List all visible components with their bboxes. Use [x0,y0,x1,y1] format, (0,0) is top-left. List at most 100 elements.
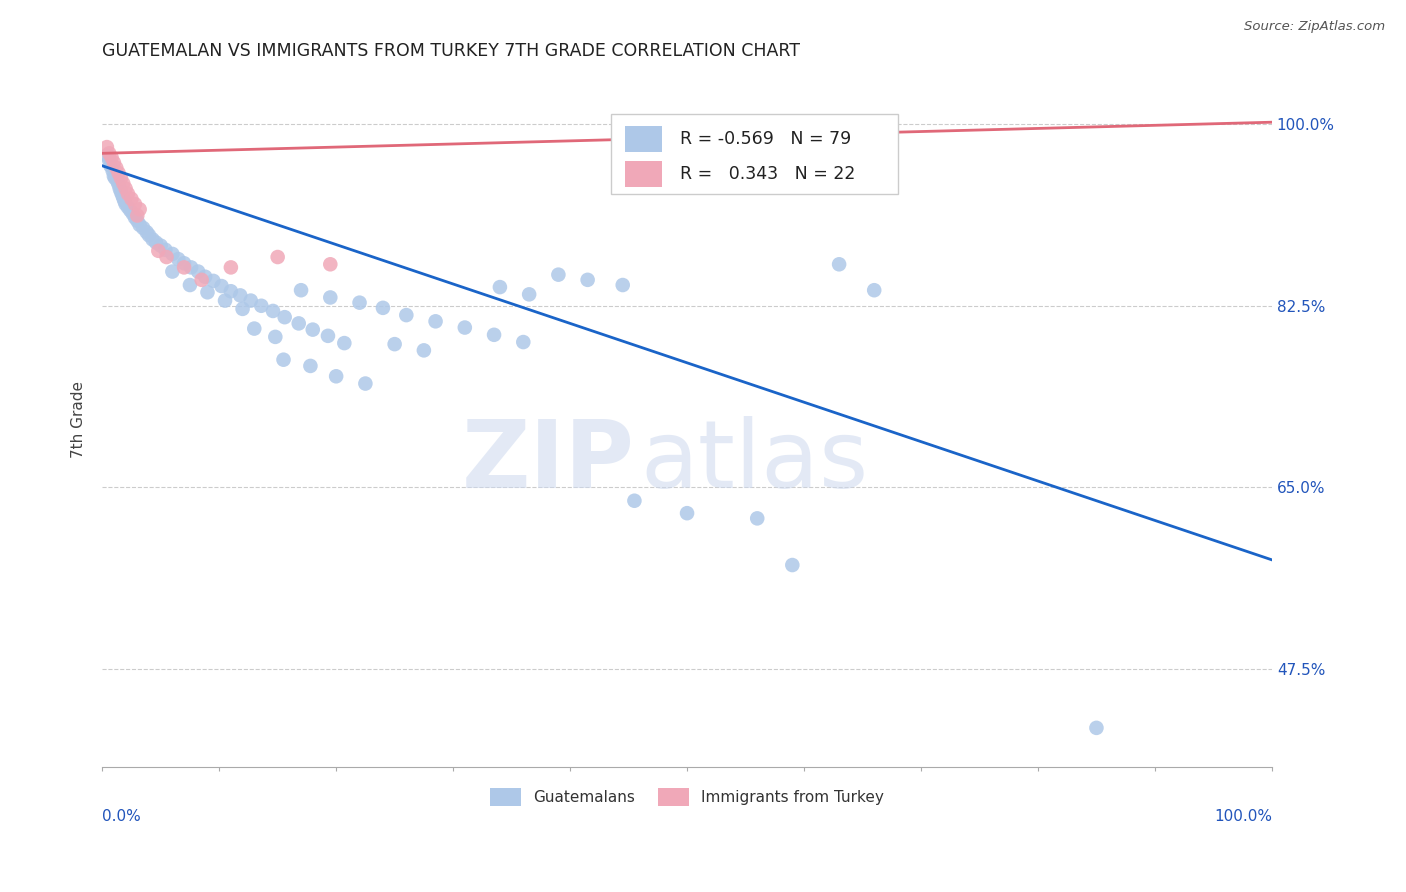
Point [107,174,129,188]
Point [211,279,233,293]
Text: Source: ZipAtlas.com: Source: ZipAtlas.com [1244,20,1385,33]
Point [229,288,252,302]
Point [395,308,418,322]
Point [107,178,129,192]
Point [162,264,184,278]
Point [110,171,132,186]
Point [547,268,569,282]
Point [299,359,322,373]
Point [96,148,118,162]
Point [111,187,134,202]
Point [112,191,135,205]
Point [250,299,273,313]
Point [162,247,184,261]
Point [96,140,118,154]
Point [110,185,132,199]
Point [190,273,212,287]
Point [128,218,150,232]
Point [128,202,150,217]
Point [173,260,195,275]
Point [349,295,371,310]
Point [828,257,851,271]
Point [863,283,886,297]
Point [100,151,122,165]
Point [179,278,201,293]
Point [124,197,146,211]
Point [124,211,146,225]
Point [747,511,769,525]
Point [120,192,142,206]
Point [108,181,131,195]
Point [273,352,295,367]
Point [243,321,266,335]
Point [173,256,195,270]
Point [354,376,377,391]
Point [135,225,157,239]
Text: GUATEMALAN VS IMMIGRANTS FROM TURKEY 7TH GRADE CORRELATION CHART: GUATEMALAN VS IMMIGRANTS FROM TURKEY 7TH… [103,42,800,60]
Point [187,264,209,278]
Point [371,301,394,315]
Point [98,153,121,168]
Point [114,194,136,208]
Point [316,329,339,343]
Point [103,169,125,183]
Point [104,171,127,186]
Point [863,121,886,136]
Point [202,274,225,288]
Point [262,304,284,318]
Point [138,228,160,243]
Point [114,197,136,211]
Point [155,243,177,257]
Point [180,260,202,275]
Point [194,269,217,284]
Point [114,181,136,195]
Point [105,161,128,175]
Point [167,252,190,266]
Point [232,301,254,316]
FancyBboxPatch shape [612,114,897,194]
Point [512,334,534,349]
Point [117,200,139,214]
Point [219,285,242,299]
Text: 100.0%: 100.0% [1213,809,1272,824]
Point [239,293,262,308]
Point [264,330,287,344]
Point [333,336,356,351]
Text: R = -0.569   N = 79: R = -0.569 N = 79 [681,130,851,148]
Point [482,327,505,342]
Point [132,221,155,235]
FancyBboxPatch shape [626,126,662,153]
Point [623,493,645,508]
Point [155,250,177,264]
Point [120,203,142,218]
Point [301,323,323,337]
Point [103,155,125,169]
Point [98,146,121,161]
Point [197,285,219,300]
Point [273,310,295,325]
Point [266,250,288,264]
Text: R =   0.343   N = 22: R = 0.343 N = 22 [681,165,855,183]
Point [612,278,634,293]
Point [782,558,804,572]
Point [287,317,309,331]
Point [319,290,342,304]
Point [141,232,163,246]
Point [425,314,447,328]
Point [489,280,512,294]
Point [107,166,129,180]
Legend: Guatemalans, Immigrants from Turkey: Guatemalans, Immigrants from Turkey [484,782,890,812]
Point [290,283,312,297]
Point [112,177,135,191]
Point [1085,721,1108,735]
Point [127,213,149,227]
Point [148,244,170,258]
Point [325,369,347,384]
Point [149,238,172,252]
Point [117,186,139,201]
Point [454,320,477,334]
Point [121,206,143,220]
Point [100,159,122,173]
Point [412,343,434,358]
Point [219,260,242,275]
